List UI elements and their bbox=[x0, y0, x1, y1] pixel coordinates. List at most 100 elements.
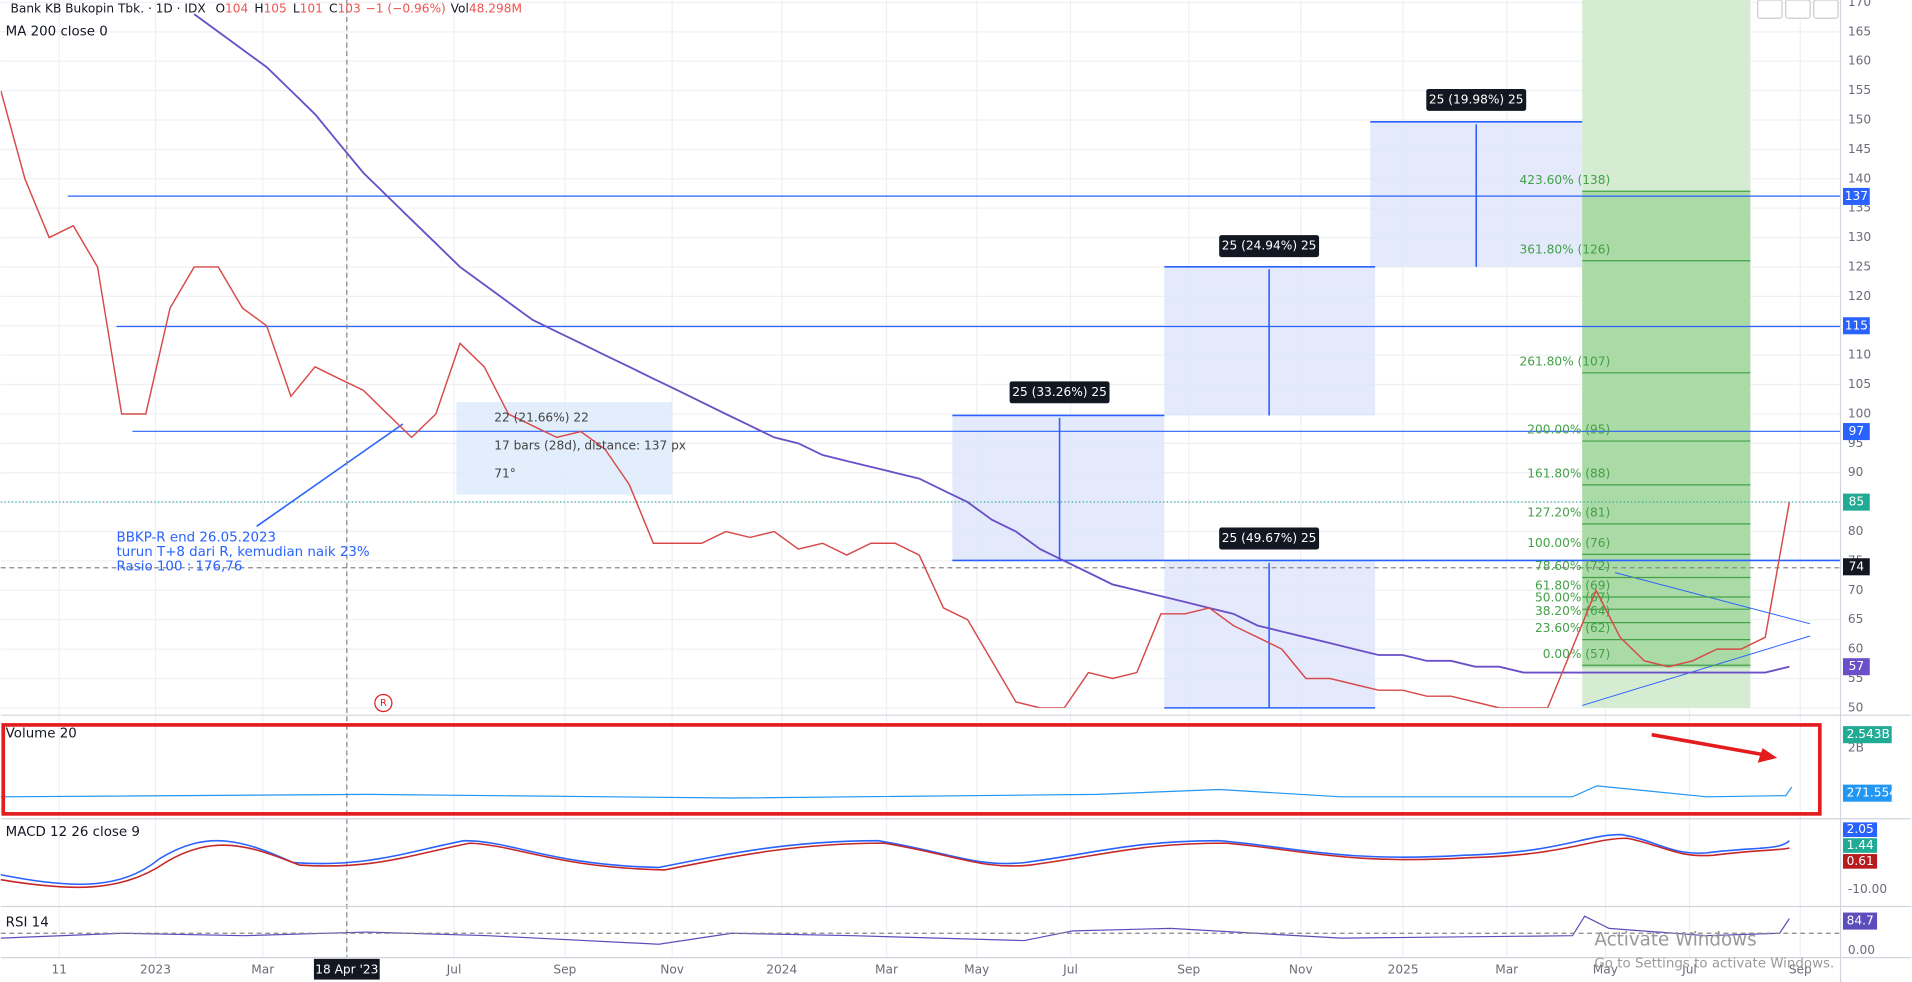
header-text: 101 bbox=[300, 1, 323, 15]
event-marker bbox=[374, 693, 393, 713]
value-badge bbox=[1842, 726, 1892, 744]
price-tick-label: 145 bbox=[1848, 142, 1871, 156]
panel-title: Volume 20 bbox=[6, 726, 77, 741]
value-badge bbox=[1842, 822, 1878, 838]
fib-label: 50.00% (67) bbox=[1535, 591, 1610, 605]
price-badge-label: 137 bbox=[1845, 189, 1868, 203]
fib-label: 23.60% (62) bbox=[1535, 621, 1610, 635]
projection-label-bg bbox=[1009, 381, 1110, 404]
time-tick-label: May bbox=[1593, 962, 1618, 976]
event-marker-label[interactable]: R bbox=[380, 698, 387, 709]
highlight-arrow bbox=[1651, 732, 1768, 758]
time-tick-label: Sep bbox=[553, 962, 576, 976]
time-tick-label: Nov bbox=[1289, 962, 1313, 976]
header-text: Vol bbox=[451, 1, 469, 15]
header-text: O bbox=[215, 1, 225, 15]
volume-ma bbox=[0, 785, 1793, 799]
header-text: Bank KB Bukopin Tbk. · 1D · IDX bbox=[11, 1, 206, 15]
series bbox=[0, 13, 1791, 708]
time-tick-label: 2025 bbox=[1388, 962, 1419, 976]
symbol-header: Bank KB Bukopin Tbk. · 1D · IDX O104 H105 L… bbox=[11, 1, 522, 15]
price-tick-label: 130 bbox=[1848, 230, 1871, 244]
panel-title: RSI 14 bbox=[6, 915, 49, 930]
button[interactable] bbox=[1785, 0, 1811, 19]
header-text: 105 bbox=[264, 1, 287, 15]
projection-label: 25 (19.98%) 25 bbox=[1429, 92, 1524, 106]
measure-box bbox=[456, 402, 673, 495]
fib-label: 127.20% (81) bbox=[1527, 505, 1610, 519]
price-tick-label: 165 bbox=[1848, 24, 1871, 38]
price-badge-label: 97 bbox=[1849, 424, 1865, 438]
value-badge-label: 0.61 bbox=[1847, 854, 1874, 868]
price-badge bbox=[1842, 317, 1870, 335]
fib-label: 361.80% (126) bbox=[1519, 242, 1610, 256]
price-tick-label: 155 bbox=[1848, 83, 1871, 97]
price-tick-label: 150 bbox=[1848, 113, 1871, 127]
crosshair-label-bg bbox=[313, 958, 380, 980]
time-tick-label: 11 bbox=[52, 962, 68, 976]
price-tick-label: 50 bbox=[1848, 700, 1864, 714]
time-tick-label: Jul bbox=[446, 962, 462, 976]
header-text: 48.298M bbox=[469, 1, 522, 15]
value-badge-label: 2.05 bbox=[1847, 822, 1874, 836]
projection-label-bg bbox=[1219, 527, 1320, 550]
header-text: H bbox=[254, 1, 263, 15]
watermark: Go to Settings to activate Windows. bbox=[1594, 957, 1834, 972]
price-tick-label: 70 bbox=[1848, 583, 1864, 597]
price-badge-label: 115 bbox=[1845, 318, 1868, 332]
watermark: Activate Windows bbox=[1594, 930, 1756, 951]
price-tick-label: 170 bbox=[1848, 0, 1871, 9]
time-tick-label: Sep bbox=[1177, 962, 1200, 976]
annotation-text: turun T+8 dari R, kemudian naik 23% bbox=[117, 545, 370, 560]
fib-zone-dark bbox=[1582, 191, 1751, 668]
projection-lines bbox=[67, 121, 1841, 709]
projection-label: 25 (49.67%) 25 bbox=[1222, 531, 1317, 545]
annotation-text: Rasio 100 : 176,76 bbox=[117, 560, 243, 575]
button[interactable] bbox=[1813, 0, 1839, 19]
fib-label: 261.80% (107) bbox=[1519, 354, 1610, 368]
texts: 5055606570758085909510010511011512012513… bbox=[6, 0, 1908, 980]
macd-line bbox=[0, 833, 1790, 886]
time-tick-label: 18 Apr '23 bbox=[315, 962, 378, 976]
price-tick-label: 100 bbox=[1848, 406, 1871, 420]
projection-box bbox=[952, 415, 1165, 561]
price-tick-label: 125 bbox=[1848, 259, 1871, 273]
price-badge bbox=[1842, 187, 1870, 205]
fib-label: 78.60% (72) bbox=[1535, 559, 1610, 573]
value-badge bbox=[1842, 912, 1878, 930]
fib-label: 200.00% (95) bbox=[1527, 423, 1610, 437]
price-tick-label: 80 bbox=[1848, 524, 1864, 538]
time-tick-label: Mar bbox=[1495, 962, 1518, 976]
indicator-label: MA 200 close 0 bbox=[6, 25, 108, 40]
projection-label: 25 (33.26%) 25 bbox=[1012, 385, 1107, 399]
value-badge bbox=[1842, 838, 1878, 853]
price-badge bbox=[1842, 493, 1870, 511]
header-text: 103 bbox=[337, 1, 360, 15]
price-badge-label: 57 bbox=[1849, 659, 1865, 673]
fib-label: 423.60% (138) bbox=[1519, 173, 1610, 187]
price-tick-label: 160 bbox=[1848, 54, 1871, 68]
toolbar bbox=[1757, 0, 1839, 19]
value-badge bbox=[1842, 784, 1892, 802]
axis-label: 2B bbox=[1848, 741, 1864, 755]
price-tick-label: 90 bbox=[1848, 465, 1864, 479]
annotation-text: BBKP-R end 26.05.2023 bbox=[117, 530, 276, 545]
highlight-box bbox=[1, 723, 1822, 816]
projection-label-bg bbox=[1219, 235, 1320, 258]
fib-label: 61.80% (69) bbox=[1535, 579, 1610, 593]
value-badge bbox=[1842, 854, 1878, 869]
time-tick-label: Mar bbox=[875, 962, 898, 976]
value-badge-label: 271.554M bbox=[1847, 786, 1908, 800]
button[interactable] bbox=[1757, 0, 1783, 19]
header-text: C bbox=[329, 1, 338, 15]
time-tick-label: Jul bbox=[1062, 962, 1078, 976]
price-badge-label: 85 bbox=[1849, 495, 1865, 509]
price-badge bbox=[1842, 558, 1870, 576]
fib-label: 100.00% (76) bbox=[1527, 536, 1610, 550]
measure-text: 22 (21.66%) 22 bbox=[494, 410, 589, 424]
ma200-line bbox=[193, 13, 1790, 674]
price-tick-label: 65 bbox=[1848, 612, 1864, 626]
time-tick-label: Nov bbox=[660, 962, 684, 976]
price-badge-label: 74 bbox=[1849, 559, 1865, 573]
